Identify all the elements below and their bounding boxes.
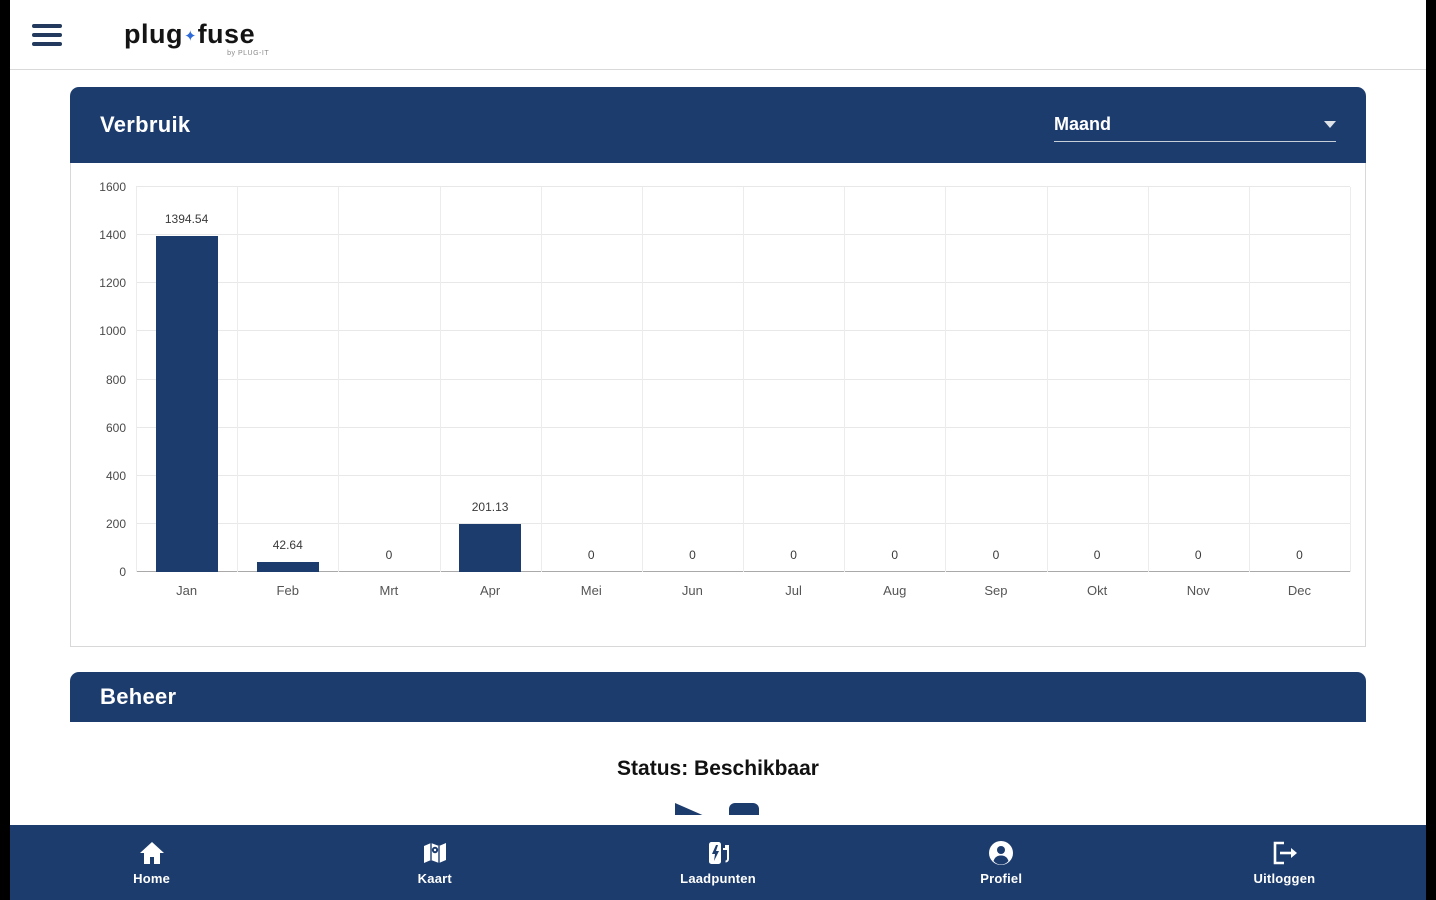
gridline-v [743,187,744,572]
gridline-v [439,187,441,572]
beheer-card-header: Beheer [70,672,1366,722]
profile-icon [989,840,1014,865]
nav-label-uitloggen: Uitloggen [1253,870,1316,886]
x-axis-label: Aug [883,583,907,598]
gridline-v [237,187,239,572]
y-tick-label: 400 [105,468,126,483]
bar-value-label: 0 [1296,548,1303,562]
status-text: Status: Beschikbaar [617,757,819,780]
gridline-v [641,187,643,572]
hamburger-menu-icon[interactable] [32,23,62,46]
app-logo: plug✦fuse by PLUG-IT [124,19,269,58]
verbruik-chart: 0 200 400 600 800 1000 1200 1400 1600 1394.54 Jan 4… [70,163,1366,647]
gridline-v [1046,187,1048,572]
logo-subtext: by PLUG-IT [227,50,270,57]
bar-value-label: 0 [1093,548,1101,562]
x-axis-label: Feb [276,583,299,598]
bar-apr [459,523,522,572]
y-tick-label: 1600 [99,180,126,194]
nav-item-kaart[interactable]: Kaart [293,825,576,900]
x-axis-label: Apr [479,583,501,598]
x-axis-label: Mei [580,583,602,598]
verbruik-title: Verbruik [100,112,191,137]
nav-item-uitloggen[interactable]: Uitloggen [1143,825,1426,900]
logout-icon [1274,841,1298,864]
y-tick-label: 600 [105,420,126,435]
bar-value-label: 0 [385,548,393,562]
gridline-v [1350,187,1351,572]
app-screen: plug✦fuse by PLUG-IT Verbruik Maand 0 200… [10,0,1426,900]
bar-value-label: 0 [587,548,595,562]
charging-station-icon [709,841,729,864]
period-select[interactable]: Maand [1054,108,1336,142]
gridline-v [945,187,947,572]
top-bar: plug✦fuse by PLUG-IT [10,0,1426,70]
bar-value-label: 42.64 [272,537,303,552]
bar-value-label: 0 [992,548,1000,562]
nav-item-laadpunten[interactable]: Laadpunten [576,825,859,900]
y-tick-label: 200 [105,516,126,531]
bar-value-label: 0 [891,548,899,562]
x-axis-label: Sep [984,583,1008,598]
logo-text-plug: plug [124,19,183,49]
x-axis-label: Jun [681,583,703,598]
nav-item-home[interactable]: Home [10,825,293,900]
charger-illustration-icon [675,803,759,815]
y-tick-label: 0 [119,565,126,579]
nav-label-kaart: Kaart [417,870,452,886]
nav-label-home: Home [133,870,171,886]
period-select-value: Maand [1054,114,1112,134]
beheer-card-body: Status: Beschikbaar [70,757,1366,815]
beheer-card: Beheer Status: Beschikbaar [70,672,1366,815]
bar-value-label: 201.13 [471,499,509,514]
verbruik-card: Verbruik Maand 0 200 400 600 800 1000 1200 1400… [70,87,1366,647]
charger-illustration-partial [70,801,1366,815]
logo-spark-icon: ✦ [183,28,197,45]
bar-value-label: 0 [790,548,797,562]
x-axis-label: Jan [176,583,198,598]
gridline-v [136,187,137,572]
bar-jan [155,236,218,572]
home-icon [139,841,164,864]
x-axis-label: Jul [785,583,802,598]
y-tick-label: 1200 [99,276,126,291]
nav-item-profiel[interactable]: Profiel [860,825,1143,900]
bar-feb [256,561,319,572]
y-tick-label: 800 [105,372,126,387]
x-axis-label: Okt [1086,583,1108,598]
gridline-v [1147,187,1149,572]
y-tick-label: 1000 [99,324,126,339]
x-axis-label: Nov [1186,583,1210,598]
nav-label-uitloggen: Profiel [980,870,1023,886]
gridline-v [540,187,542,572]
bar-value-label: 0 [1194,548,1202,562]
chart-plot: 0 200 400 600 800 1000 1200 1400 1600 1394.54 Jan 4… [99,180,1351,598]
nav-label-laadpunten: Laadpunten [680,870,756,886]
gridline-v [1248,187,1250,572]
beheer-title: Beheer [100,684,177,709]
bar-value-label: 1394.54 [164,212,209,227]
x-axis-label: Dec [1287,583,1311,598]
logo-text-fuse: fuse [197,19,256,49]
chevron-down-icon [1324,121,1336,128]
verbruik-card-header: Verbruik Maand [70,87,1366,163]
bottom-navigation: Home Kaart Laadpunten [10,825,1426,900]
gridline-v [338,187,340,572]
x-axis-label: Mrt [379,583,399,598]
map-icon [423,842,446,863]
y-tick-label: 1400 [99,228,126,243]
gridline-h [136,186,1350,187]
bar-value-label: 0 [689,548,696,562]
gridline-v [844,187,846,572]
main-content: Verbruik Maand 0 200 400 600 800 1000 1200 1400… [10,70,1426,825]
